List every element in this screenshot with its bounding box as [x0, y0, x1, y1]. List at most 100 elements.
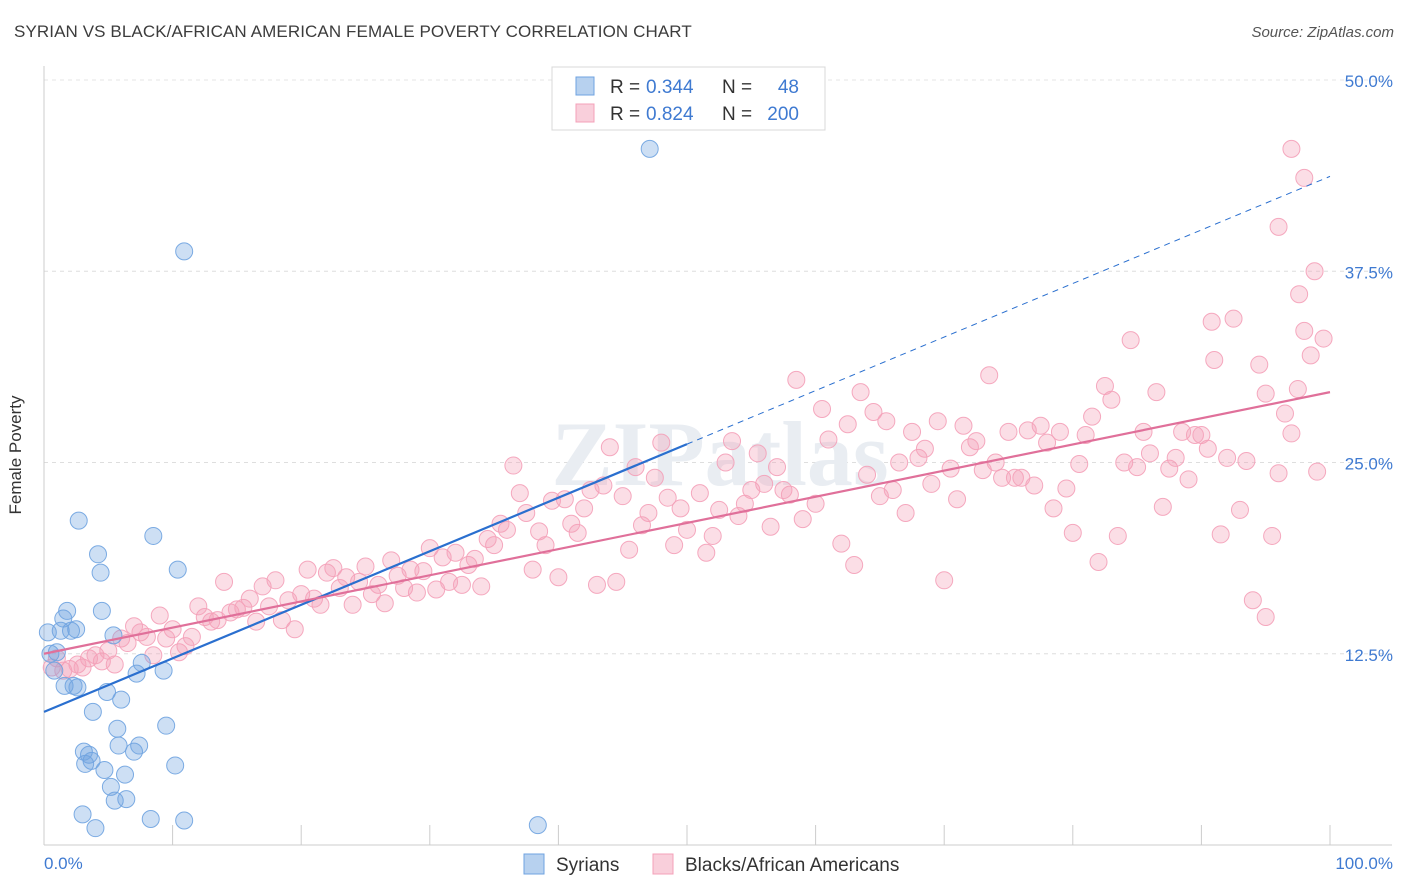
syrian-point [130, 736, 149, 755]
syrian-point [45, 661, 64, 680]
black-african-american-point [890, 453, 909, 472]
black-african-american-point [883, 481, 902, 500]
black-african-american-point [266, 571, 285, 590]
black-african-american-point [1308, 462, 1327, 481]
black-african-american-point [215, 572, 234, 591]
black-african-american-point [485, 536, 504, 555]
black-african-american-point [1050, 422, 1069, 441]
black-african-american-point [73, 658, 92, 677]
black-african-american-point [1128, 458, 1147, 477]
black-african-american-point [915, 439, 934, 458]
black-african-american-point [787, 370, 806, 389]
syrian-point [528, 816, 547, 835]
syrian-point [73, 805, 92, 824]
black-african-american-point [1108, 526, 1127, 545]
black-african-american-point [1305, 262, 1324, 281]
black-african-american-point [68, 655, 87, 674]
black-african-american-point [189, 597, 208, 616]
black-african-american-point [1160, 459, 1179, 478]
n-value: 48 [778, 77, 799, 98]
black-african-american-point [523, 560, 542, 579]
syrian-point [68, 678, 87, 697]
black-african-american-point [793, 510, 812, 529]
black-african-american-point [851, 383, 870, 402]
black-african-american-point [1282, 424, 1301, 443]
syrian-point [175, 242, 194, 261]
black-african-american-legend-swatch [652, 853, 674, 875]
black-african-american-point [600, 438, 619, 457]
black-african-american-point [1179, 470, 1198, 489]
black-african-american-point [645, 468, 664, 487]
black-african-american-point [1063, 523, 1082, 542]
syrian-point [58, 601, 77, 620]
black-african-american-point [768, 458, 787, 477]
black-african-american-point [1202, 312, 1221, 331]
black-african-american-point [375, 594, 394, 613]
black-african-american-point [819, 430, 838, 449]
syrian-point [38, 623, 57, 642]
syrian-point [101, 777, 120, 796]
black-african-american-point [1173, 422, 1192, 441]
black-african-american-point [1083, 407, 1102, 426]
black-african-american-point [967, 432, 986, 451]
black-african-american-point [1025, 476, 1044, 495]
black-african-american-point [723, 432, 742, 451]
black-african-american-point [735, 494, 754, 513]
black-african-american-point [613, 487, 632, 506]
stats-legend: R = 0.344 N = 48 R = 0.824 N = 200 [551, 66, 826, 131]
black-african-american-trend-line [43, 391, 1331, 655]
black-african-american-point [697, 543, 716, 562]
syrian-legend-swatch [523, 853, 545, 875]
syrian-point [166, 756, 185, 775]
black-african-american-point [922, 474, 941, 493]
syrian-point [67, 620, 86, 639]
black-african-american-point [780, 485, 799, 504]
black-african-american-point [703, 526, 722, 545]
syrian-point [89, 545, 108, 564]
black-african-american-point [465, 549, 484, 568]
syrian-point [144, 526, 163, 545]
black-african-american-point [864, 403, 883, 422]
black-african-american-point [671, 499, 690, 518]
black-african-american-point [1269, 217, 1288, 236]
syrian-point [117, 790, 136, 809]
black-african-american-point [980, 366, 999, 385]
black-african-american-point [150, 606, 169, 625]
black-african-american-point [452, 575, 471, 594]
black-african-american-point [928, 412, 947, 431]
syrian-point [83, 702, 102, 721]
syrian-point [91, 563, 110, 582]
stats-legend-box [551, 66, 826, 131]
y-tick-label: 12.5% [1345, 646, 1393, 665]
black-african-american-point [472, 577, 491, 596]
black-african-american-point [1018, 421, 1037, 440]
black-african-american-point [1121, 331, 1140, 350]
black-african-american-point [845, 556, 864, 575]
black-african-american-point [1089, 552, 1108, 571]
black-african-american-point [993, 468, 1012, 487]
black-african-american-point [1288, 380, 1307, 399]
black-african-american-point [343, 595, 362, 614]
black-african-american-point [1269, 464, 1288, 483]
black-african-american-point [858, 465, 877, 484]
black-african-american-point [562, 514, 581, 533]
black-african-american-point [240, 589, 259, 608]
black-african-american-point [105, 655, 124, 674]
black-african-american-legend-label: Blacks/African Americans [685, 855, 899, 876]
black-african-american-point [1295, 168, 1314, 187]
syrian-point [108, 719, 127, 738]
syrian-point [86, 819, 105, 838]
black-african-american-point [587, 575, 606, 594]
black-african-american-point [1211, 525, 1230, 544]
syrian-swatch [575, 76, 595, 96]
black-african-american-point [536, 536, 555, 555]
black-african-american-point [356, 557, 375, 576]
black-african-american-point [407, 583, 426, 602]
black-african-american-point [813, 399, 832, 418]
black-african-american-point [317, 563, 336, 582]
syrian-point [112, 690, 131, 709]
black-african-american-point [877, 412, 896, 431]
black-african-american-point [1275, 404, 1294, 423]
black-african-american-point [999, 422, 1018, 441]
black-african-american-point [838, 415, 857, 434]
